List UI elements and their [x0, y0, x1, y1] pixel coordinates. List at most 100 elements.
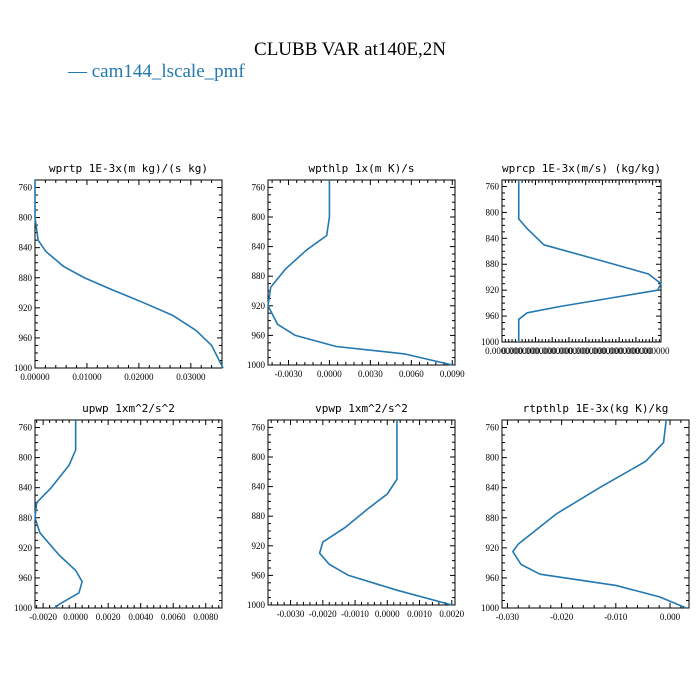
y-tick-label: 760: [19, 423, 33, 433]
x-tick-label: 0.0020: [96, 612, 121, 622]
plot-frame: [34, 179, 223, 369]
x-tick-label: 0.000000: [502, 346, 536, 356]
x-tick-label: 0.00000: [20, 372, 50, 382]
x-tick-label: 0.000000: [485, 346, 519, 356]
series-line: [517, 180, 662, 342]
y-tick-label: 1000: [481, 603, 500, 613]
x-tick-label: -0.0010: [341, 609, 369, 619]
y-tick-label: 840: [252, 242, 266, 252]
y-tick-label: 840: [19, 243, 33, 253]
y-tick-label: 960: [19, 333, 33, 343]
legend-entry: — cam144_lscale_pmf: [67, 61, 245, 82]
chart-panel: wprcp 1E-3x(m/s) (kg/kg)760 800 840 880 920 9…: [481, 162, 670, 356]
x-tick-label: 0.000: [660, 612, 681, 622]
y-tick-label: 760: [486, 181, 500, 191]
y-tick-label: 1000: [247, 360, 266, 370]
y-tick-label: 880: [19, 513, 33, 523]
x-tick-label: 0.0000: [375, 609, 400, 619]
chart-title: upwp 1xm^2/s^2: [82, 402, 175, 415]
y-tick-label: 1000: [481, 337, 500, 347]
y-tick-label: 960: [486, 311, 500, 321]
chart-panel: upwp 1xm^2/s^2 760 800 840 880 920 960 1000-0.0…: [14, 402, 223, 622]
y-tick-label: 920: [486, 285, 500, 295]
x-tick-label: 0.0020: [439, 609, 464, 619]
y-tick-label: 760: [252, 182, 266, 192]
x-tick-label: 0.0040: [128, 612, 153, 622]
y-tick-label: 880: [252, 271, 266, 281]
y-tick-label: 960: [252, 330, 266, 340]
x-tick-label: 0.000000: [636, 346, 670, 356]
y-tick-label: 920: [252, 541, 266, 551]
chart-title: vpwp 1xm^2/s^2: [315, 402, 408, 415]
chart-panel: vpwp 1xm^2/s^2 760 800 840 880 920 960 1000 -0.0…: [247, 402, 465, 619]
x-tick-label: 0.000000: [519, 346, 553, 356]
y-tick-label: 760: [252, 422, 266, 432]
x-tick-label: 0.0060: [161, 612, 186, 622]
y-tick-label: 800: [19, 213, 33, 223]
plot-frame: [34, 419, 223, 609]
chart-panels: wprtp 1E-3x(m kg)/(s kg) 760 800 840 880 920 9…: [14, 162, 690, 622]
y-tick-label: 960: [252, 570, 266, 580]
x-tick-label: 0.01000: [72, 372, 102, 382]
y-tick-label: 920: [19, 303, 33, 313]
series-line: [512, 419, 687, 609]
plot-frame: [501, 179, 662, 343]
x-tick-label: 0.0000: [63, 612, 88, 622]
y-tick-label: 800: [486, 453, 500, 463]
y-tick-label: 840: [486, 233, 500, 243]
x-tick-label: -0.0020: [309, 609, 337, 619]
series-line: [267, 180, 453, 366]
x-tick-label: 0.000000: [602, 346, 636, 356]
series-line: [34, 420, 83, 609]
y-tick-label: 880: [486, 259, 500, 269]
y-tick-label: 880: [252, 511, 266, 521]
x-tick-label: -0.0030: [275, 369, 303, 379]
y-tick-label: 840: [252, 482, 266, 492]
y-tick-label: 880: [486, 513, 500, 523]
x-tick-label: 0.000000: [619, 346, 653, 356]
chart-title: wprtp 1E-3x(m kg)/(s kg): [49, 162, 208, 175]
x-tick-label: -0.010: [604, 612, 628, 622]
x-tick-label: 0.000000: [552, 346, 586, 356]
x-tick-label: 0.0060: [399, 369, 424, 379]
chart-title: wprcp 1E-3x(m/s) (kg/kg): [502, 162, 661, 175]
x-tick-label: 0.000000: [586, 346, 620, 356]
chart-panel: wpthlp 1x(m K)/s 760 800 840 880 920 960 1000 -0…: [247, 162, 465, 379]
x-tick-label: 0.02000: [124, 372, 154, 382]
x-tick-label: -0.030: [496, 612, 520, 622]
x-tick-label: 0.0000: [317, 369, 342, 379]
x-tick-label: 0.0030: [358, 369, 383, 379]
y-tick-label: 960: [486, 573, 500, 583]
y-tick-label: 1000: [14, 363, 33, 373]
y-tick-label: 800: [486, 207, 500, 217]
figure-title: CLUBB VAR at140E,2N: [254, 39, 446, 60]
y-tick-label: 840: [486, 483, 500, 493]
legend-entry-label: cam144_lscale_pmf: [92, 61, 246, 82]
y-tick-label: 960: [19, 573, 33, 583]
plot-frame: [501, 419, 690, 609]
y-tick-label: 800: [252, 212, 266, 222]
y-tick-label: 760: [486, 423, 500, 433]
y-tick-label: 800: [19, 453, 33, 463]
y-tick-label: 840: [19, 483, 33, 493]
x-tick-label: 0.000000: [535, 346, 569, 356]
plot-frame: [267, 419, 456, 606]
plot-frame: [267, 179, 456, 366]
x-tick-label: -0.0030: [277, 609, 305, 619]
chart-title: wpthlp 1x(m K)/s: [309, 162, 415, 175]
y-tick-label: 880: [19, 273, 33, 283]
series-line: [34, 180, 224, 369]
x-tick-label: 0.03000: [176, 372, 206, 382]
x-tick-label: -0.020: [550, 612, 574, 622]
legend: — cam144_lscale_pmf: [67, 61, 245, 82]
chart-panel: wprtp 1E-3x(m kg)/(s kg) 760 800 840 880 920 9…: [14, 162, 224, 382]
y-tick-label: 1000: [247, 600, 266, 610]
series-line: [318, 420, 452, 606]
x-tick-label: -0.0020: [29, 612, 57, 622]
chart-title: rtpthlp 1E-3x(kg K)/kg: [523, 402, 669, 415]
chart-panel: rtpthlp 1E-3x(kg K)/kg 760 800 840 880 920 960…: [481, 402, 690, 622]
y-tick-label: 1000: [14, 603, 33, 613]
x-tick-label: 0.000000: [569, 346, 603, 356]
x-tick-label: 0.0010: [407, 609, 432, 619]
